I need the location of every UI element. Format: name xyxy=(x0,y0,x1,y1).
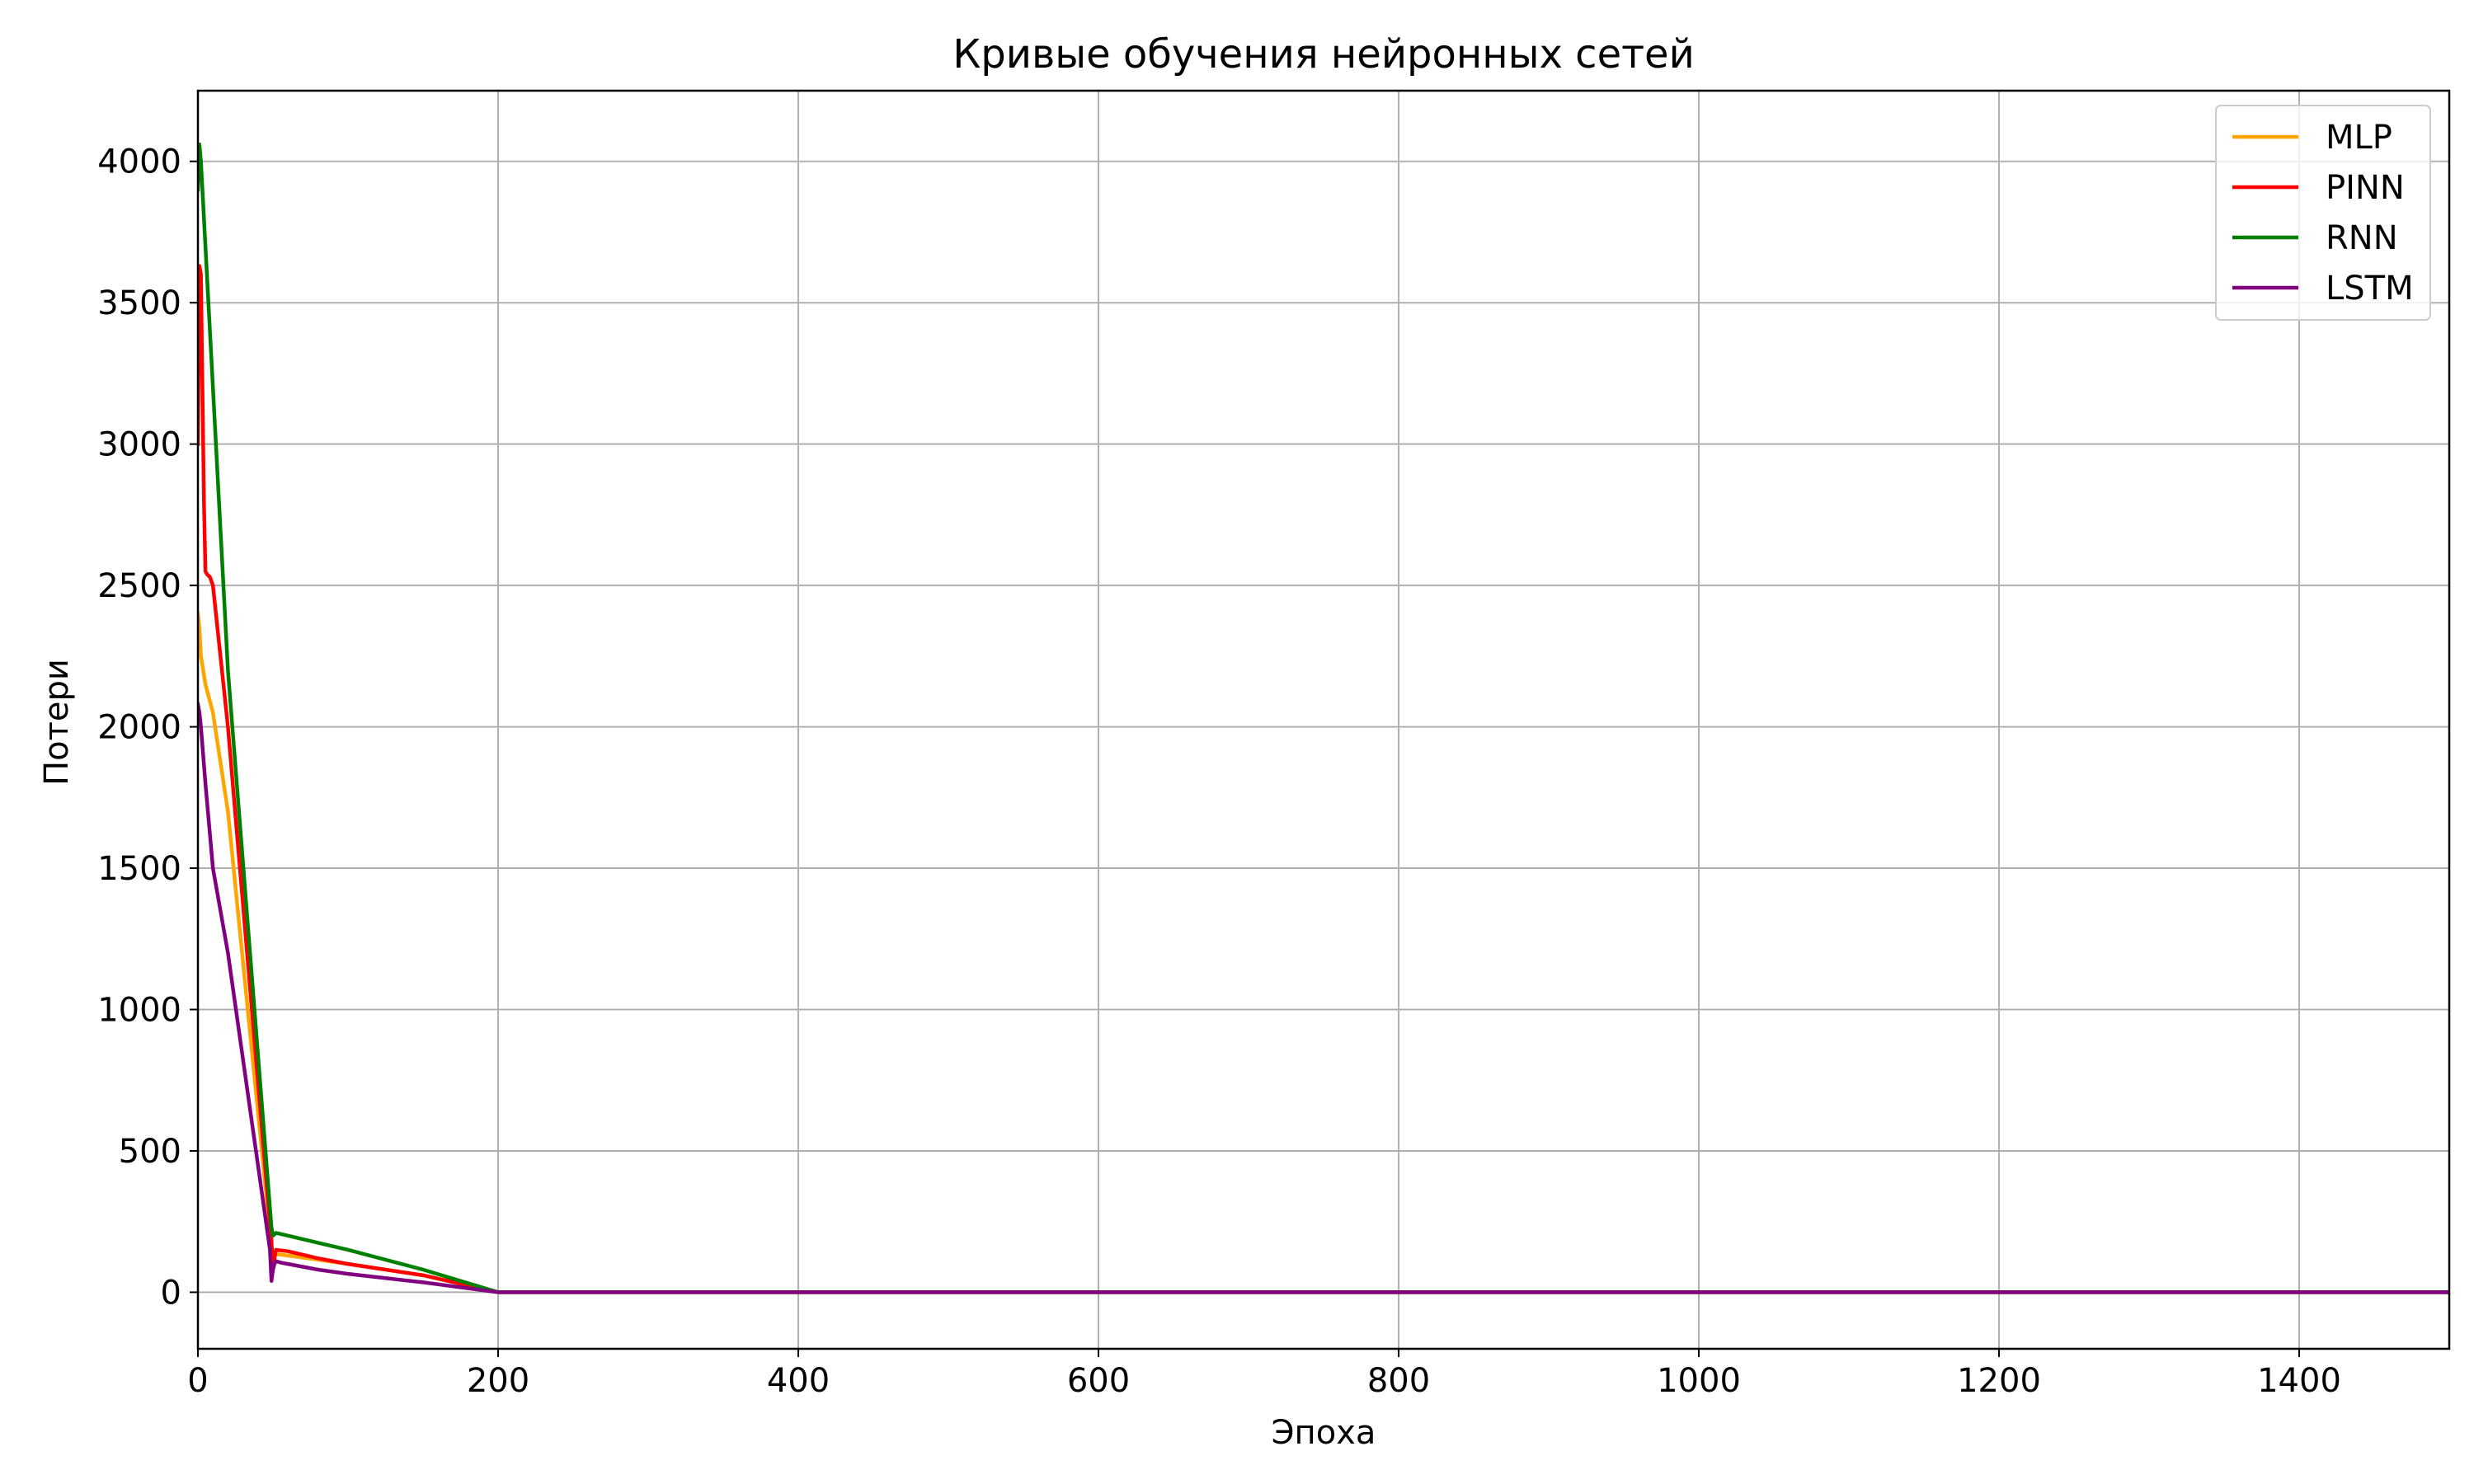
legend-label: LSTM xyxy=(2326,270,2414,308)
legend-item-rnn: RNN xyxy=(2232,219,2398,257)
y-tick-label: 4000 xyxy=(97,143,181,181)
y-tick-label: 1500 xyxy=(97,850,181,888)
x-axis-ticks: 0 200 400 600 800 1000 1200 1400 xyxy=(187,1349,2341,1400)
x-tick-label: 600 xyxy=(1067,1362,1130,1400)
x-tick-label: 400 xyxy=(767,1362,830,1400)
chart-title: Кривые обучения нейронных сетей xyxy=(952,31,1695,77)
y-tick-label: 0 xyxy=(161,1274,181,1312)
x-tick-label: 0 xyxy=(187,1362,208,1400)
y-tick-label: 3000 xyxy=(97,426,181,464)
legend-item-lstm: LSTM xyxy=(2232,270,2414,308)
y-axis-ticks: 0 500 1000 1500 2000 2500 3000 3500 4000 xyxy=(97,143,198,1312)
x-tick-label: 200 xyxy=(467,1362,529,1400)
y-tick-label: 2500 xyxy=(97,567,181,605)
plot-frame xyxy=(196,89,2451,1350)
series-line-lstm xyxy=(198,702,2449,1294)
legend-item-mlp: MLP xyxy=(2232,119,2392,157)
x-tick-label: 1200 xyxy=(1957,1362,2041,1400)
grid-layer xyxy=(198,91,2449,1349)
legend-label: PINN xyxy=(2326,169,2405,207)
x-tick-label: 1400 xyxy=(2257,1362,2341,1400)
legend-box xyxy=(2215,105,2431,321)
y-tick-label: 500 xyxy=(119,1133,181,1171)
y-tick-label: 1000 xyxy=(97,991,181,1029)
legend-items: MLP PINN RNN LSTM xyxy=(2232,119,2414,308)
x-tick-label: 800 xyxy=(1367,1362,1430,1400)
y-tick-label: 3500 xyxy=(97,284,181,322)
y-axis-label: Потери xyxy=(38,659,76,786)
legend-item-pinn: PINN xyxy=(2232,169,2405,207)
series-layer xyxy=(198,142,2449,1294)
legend-label: RNN xyxy=(2326,219,2398,257)
y-tick-label: 2000 xyxy=(97,709,181,747)
legend: MLP PINN RNN LSTM xyxy=(2215,105,2431,321)
legend-label: MLP xyxy=(2326,119,2392,157)
x-axis-label: Эпоха xyxy=(1272,1414,1376,1452)
x-tick-label: 1000 xyxy=(1657,1362,1741,1400)
